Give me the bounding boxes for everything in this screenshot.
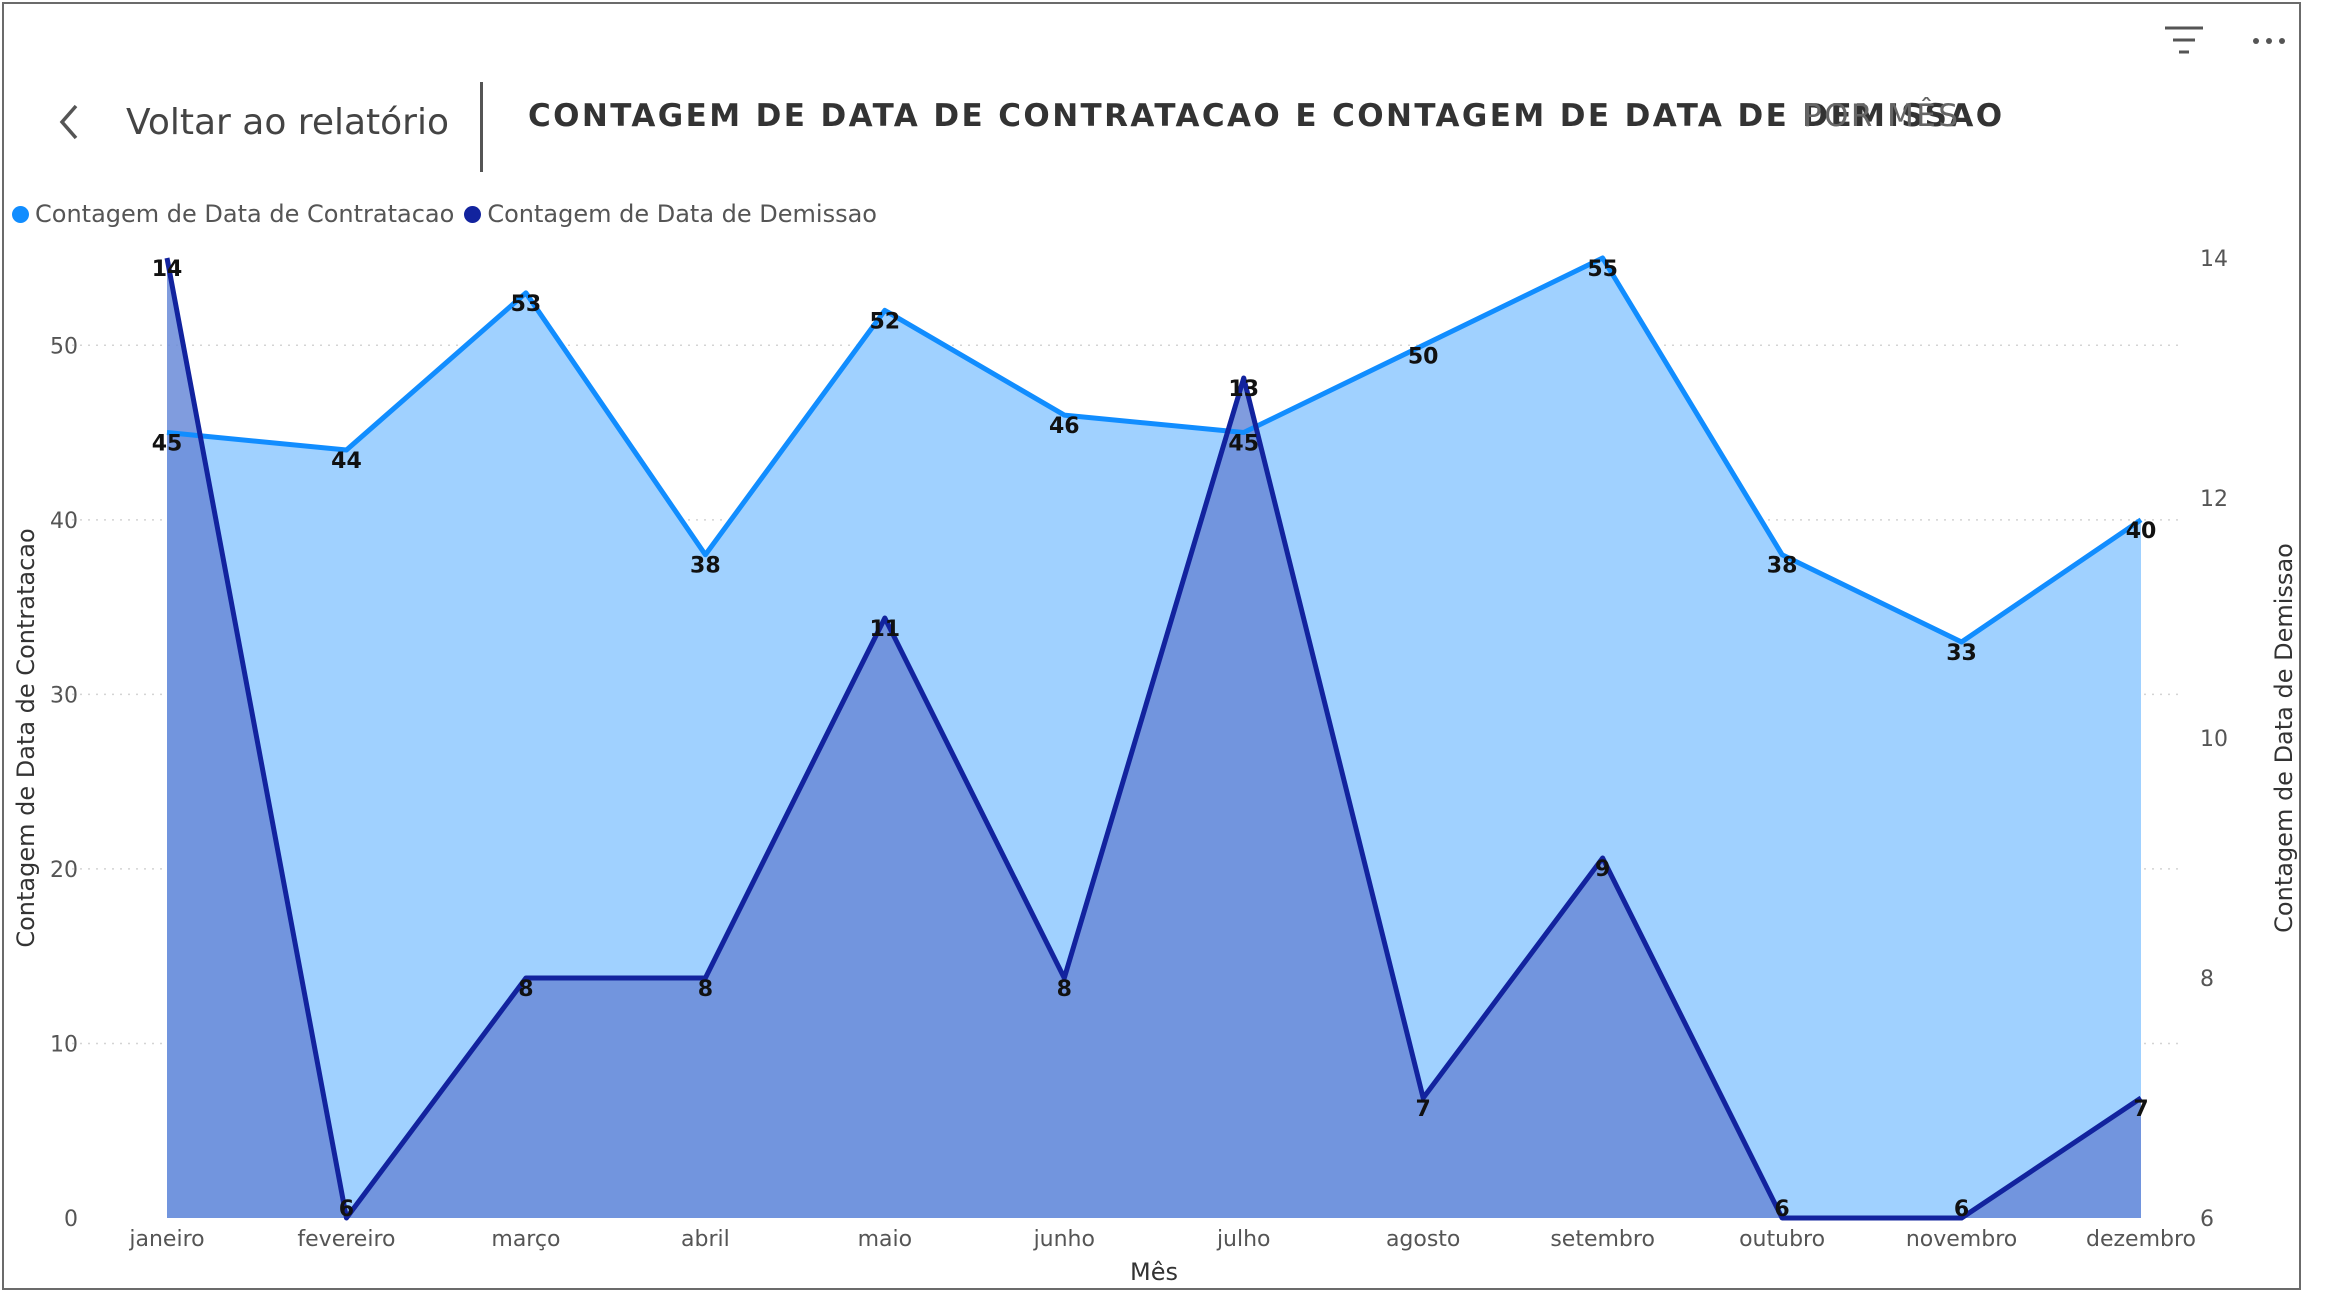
x-axis-tick-label: junho bbox=[1033, 1227, 1095, 1252]
x-axis-tick-label: abril bbox=[681, 1227, 730, 1252]
more-options-icon[interactable] bbox=[2252, 32, 2286, 44]
data-label-demissao: 6 bbox=[339, 1197, 354, 1222]
data-label-demissao: 6 bbox=[1954, 1197, 1969, 1222]
x-axis-tick-label: julho bbox=[1216, 1227, 1271, 1252]
data-label-contratacao: 52 bbox=[870, 309, 901, 334]
data-label-contratacao: 53 bbox=[511, 292, 542, 317]
data-label-contratacao: 45 bbox=[152, 432, 183, 457]
data-label-contratacao: 38 bbox=[1767, 554, 1798, 579]
x-axis-tick-label: maio bbox=[858, 1227, 912, 1252]
legend-label-demissao: Contagem de Data de Demissao bbox=[487, 200, 877, 228]
x-axis-tick-label: setembro bbox=[1550, 1227, 1655, 1252]
data-label-contratacao: 46 bbox=[1049, 414, 1080, 439]
x-axis-tick-label: fevereiro bbox=[297, 1227, 395, 1252]
title-divider bbox=[480, 82, 483, 172]
y2-axis-tick-label: 8 bbox=[2200, 967, 2214, 992]
visual-title: CONTAGEM DE DATA DE CONTRATACAO E CONTAG… bbox=[528, 98, 2005, 134]
y2-axis-tick-label: 14 bbox=[2200, 247, 2228, 272]
data-label-demissao: 8 bbox=[518, 977, 533, 1002]
data-label-demissao: 11 bbox=[870, 617, 901, 642]
data-label-contratacao: 33 bbox=[1946, 641, 1977, 666]
series-line-demissao bbox=[164, 257, 2143, 1221]
data-label-contratacao: 38 bbox=[690, 554, 721, 579]
y2-axis-tick-label: 12 bbox=[2200, 487, 2228, 512]
y2-axis-tick-label: 10 bbox=[2200, 727, 2228, 752]
data-label-demissao: 7 bbox=[2133, 1097, 2148, 1122]
legend-item-contratacao[interactable]: Contagem de Data de Contratacao bbox=[12, 200, 454, 228]
page-margin bbox=[2301, 2, 2337, 1296]
x-axis-tick-label: dezembro bbox=[2086, 1227, 2196, 1252]
y-axis-tick-label: 40 bbox=[50, 509, 78, 534]
x-axis-tick-label: agosto bbox=[1386, 1227, 1460, 1252]
chart-legend: Contagem de Data de Contratacao Contagem… bbox=[12, 200, 887, 228]
data-label-demissao: 14 bbox=[152, 257, 183, 282]
y-axis-tick-label: 0 bbox=[64, 1207, 78, 1232]
data-label-contratacao: 55 bbox=[1587, 257, 1618, 282]
back-to-report-button[interactable]: Voltar ao relatório bbox=[52, 92, 449, 152]
visual-subtitle: POR MÊS bbox=[1803, 98, 1961, 134]
back-to-report-label: Voltar ao relatório bbox=[126, 101, 449, 143]
legend-label-contratacao: Contagem de Data de Contratacao bbox=[35, 200, 455, 228]
filter-icon[interactable] bbox=[2163, 24, 2205, 56]
y-axis-tick-label: 20 bbox=[50, 858, 78, 883]
data-label-contratacao: 50 bbox=[1408, 344, 1439, 369]
y-axis-tick-label: 10 bbox=[50, 1032, 78, 1057]
series-line-contratacao bbox=[166, 255, 2143, 645]
data-label-contratacao: 44 bbox=[331, 449, 362, 474]
data-label-demissao: 7 bbox=[1416, 1097, 1431, 1122]
y-axis-title: Contagem de Data de Contratacao bbox=[12, 528, 40, 947]
y2-axis-title: Contagem de Data de Demissao bbox=[2270, 543, 2298, 933]
data-label-demissao: 8 bbox=[698, 977, 713, 1002]
data-label-demissao: 13 bbox=[1228, 377, 1259, 402]
data-label-demissao: 9 bbox=[1595, 857, 1610, 882]
x-axis-tick-label: novembro bbox=[1906, 1227, 2017, 1252]
data-label-demissao: 8 bbox=[1057, 977, 1072, 1002]
legend-item-demissao[interactable]: Contagem de Data de Demissao bbox=[464, 200, 877, 228]
data-label-demissao: 6 bbox=[1774, 1197, 1789, 1222]
legend-swatch-contratacao bbox=[12, 205, 29, 223]
x-axis-tick-label: março bbox=[491, 1227, 560, 1252]
y-axis-tick-label: 30 bbox=[50, 683, 78, 708]
data-label-contratacao: 45 bbox=[1228, 432, 1259, 457]
x-axis-title: Mês bbox=[1130, 1258, 1178, 1286]
legend-swatch-demissao bbox=[464, 205, 482, 223]
data-label-contratacao: 40 bbox=[2126, 519, 2157, 544]
chevron-left-icon bbox=[59, 104, 78, 140]
y2-axis-tick-label: 6 bbox=[2200, 1207, 2214, 1232]
y-axis-tick-label: 50 bbox=[50, 334, 78, 359]
x-axis-tick-label: outubro bbox=[1739, 1227, 1825, 1252]
x-axis-tick-label: janeiro bbox=[128, 1227, 204, 1252]
